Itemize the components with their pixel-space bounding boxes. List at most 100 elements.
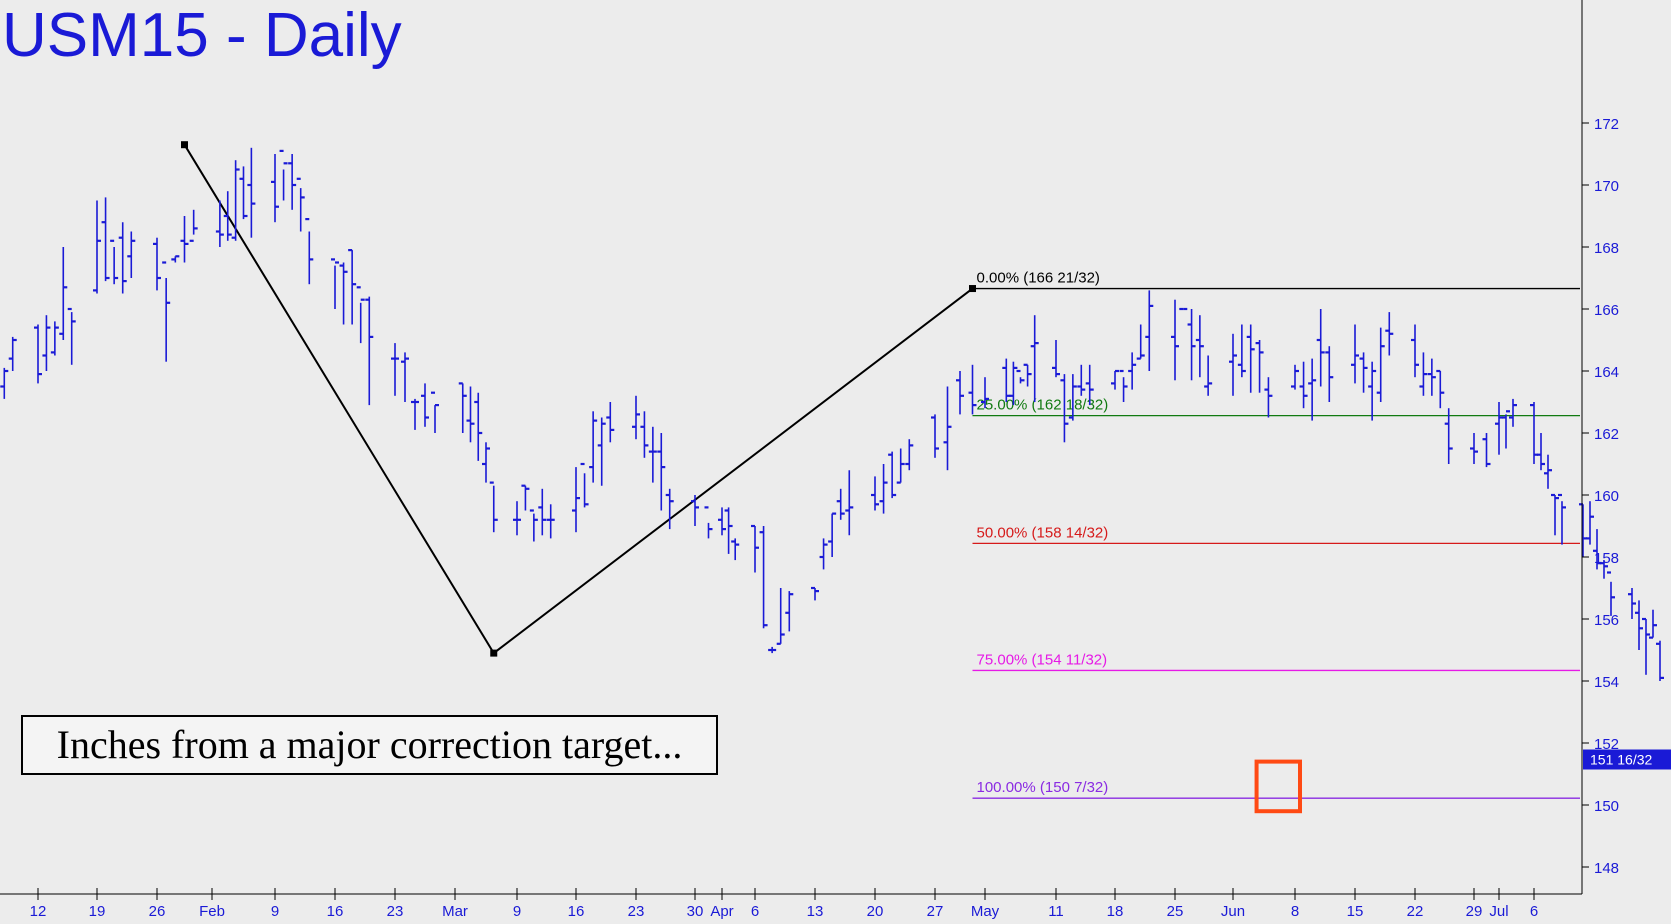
ohlc-bar-13 <box>118 222 127 294</box>
ohlc-bar-12 <box>110 239 119 285</box>
ohlc-bar-110 <box>1291 364 1299 390</box>
ohlc-bar-108 <box>1255 340 1264 393</box>
ohlc-bar-93 <box>1077 364 1086 396</box>
x-tick-label-22: 8 <box>1291 903 1299 920</box>
ohlc-bar-143 <box>1649 609 1657 639</box>
ohlc-bar-100 <box>1171 299 1179 381</box>
x-tick-label-24: 22 <box>1407 903 1424 920</box>
ohlc-bar-129 <box>1509 398 1517 427</box>
ohlc-bar-42 <box>474 392 483 461</box>
ohlc-bar-122 <box>1427 358 1436 396</box>
ohlc-bar-28 <box>296 177 305 232</box>
ohlc-bar-67 <box>768 646 777 654</box>
fib-label-2: 50.00% (158 14/32) <box>977 524 1109 541</box>
zigzag-swing-lines <box>181 141 976 657</box>
ohlc-bar-46 <box>521 484 530 511</box>
ohlc-bar-133 <box>1551 493 1559 536</box>
fib-label-1: 25.00% (162 18/32) <box>977 397 1109 414</box>
ohlc-bar-89 <box>1030 315 1039 402</box>
ohlc-bar-47 <box>529 509 538 542</box>
annotation-box: Inches from a major correction target... <box>21 715 718 775</box>
x-tick-label-17: May <box>971 903 1000 920</box>
ohlc-bar-109 <box>1264 377 1273 418</box>
ohlc-bar-84 <box>981 377 989 409</box>
ohlc-bar-87 <box>1016 369 1025 384</box>
ohlc-bar-140 <box>1628 588 1636 619</box>
y-tick-label-162: 162 <box>1594 426 1619 443</box>
ohlc-bar-132 <box>1544 454 1552 489</box>
ohlc-bar-144 <box>1656 640 1664 681</box>
x-tick-label-15: 20 <box>867 903 884 920</box>
ohlc-bar-56 <box>640 411 649 458</box>
ohlc-bar-125 <box>1470 433 1478 464</box>
x-tick-label-0: 12 <box>30 903 47 920</box>
ohlc-bar-141 <box>1635 600 1643 650</box>
ohlc-bar-57 <box>648 426 657 483</box>
ohlc-bar-65 <box>751 524 759 573</box>
x-tick-label-25: 29 <box>1466 903 1483 920</box>
ohlc-bar-97 <box>1128 352 1137 390</box>
ohlc-bar-19 <box>189 209 198 242</box>
ohlc-bar-64 <box>731 538 740 561</box>
last-price-label: 151 16/32 <box>1590 752 1652 768</box>
fibonacci-retracement-levels: 0.00% (166 21/32) 25.00% (162 18/32) 50.00… <box>972 270 1580 799</box>
ohlc-bar-104 <box>1204 355 1213 396</box>
ohlc-bar-124 <box>1444 408 1453 464</box>
ohlc-bar-142 <box>1642 617 1650 675</box>
ohlc-bar-66 <box>759 526 768 629</box>
x-tick-label-6: 23 <box>387 903 404 920</box>
annotation-text: Inches from a major correction target... <box>56 722 683 767</box>
x-tick-label-11: 30 <box>687 903 704 920</box>
ohlc-bar-15 <box>153 237 161 291</box>
ohlc-bar-135 <box>1579 503 1587 557</box>
zigzag-point-1 <box>490 649 498 657</box>
ohlc-bar-7 <box>50 321 59 356</box>
ohlc-bar-77 <box>888 451 897 499</box>
ohlc-bar-48 <box>538 488 547 536</box>
ohlc-bar-92 <box>1068 374 1077 421</box>
ohlc-bar-83 <box>968 364 977 415</box>
ohlc-bar-88 <box>1023 363 1032 387</box>
ohlc-bar-26 <box>279 149 288 201</box>
y-tick-label-148: 148 <box>1594 860 1619 877</box>
x-tick-label-27: 6 <box>1530 903 1538 920</box>
x-tick-label-26: Jul <box>1489 903 1508 920</box>
ohlc-bar-62 <box>718 507 726 536</box>
ohlc-bar-134 <box>1558 493 1566 545</box>
ohlc-bar-8 <box>59 247 68 340</box>
ohlc-bar-95 <box>1111 369 1119 390</box>
ohlc-bar-138 <box>1600 560 1608 579</box>
ohlc-bar-120 <box>1411 324 1419 378</box>
ohlc-bar-9 <box>67 307 76 365</box>
fib-label-0: 0.00% (166 21/32) <box>977 270 1100 287</box>
ohlc-bar-63 <box>724 507 733 554</box>
x-tick-label-20: 25 <box>1167 903 1184 920</box>
ohlc-bar-113 <box>1316 309 1325 387</box>
y-tick-label-156: 156 <box>1594 612 1619 629</box>
ohlc-bar-31 <box>339 262 348 325</box>
ohlc-bar-40 <box>458 382 467 433</box>
ohlc-bar-106 <box>1237 324 1246 378</box>
zigzag-point-0 <box>181 141 188 149</box>
y-tick-label-158: 158 <box>1594 550 1619 567</box>
ohlc-bar-105 <box>1229 333 1237 396</box>
ohlc-bar-119 <box>1385 312 1394 356</box>
y-tick-label-154: 154 <box>1594 674 1619 691</box>
ohlc-bar-37 <box>411 398 419 430</box>
ohlc-bar-39 <box>431 391 439 433</box>
ohlc-bar-112 <box>1308 358 1317 421</box>
ohlc-bar-68 <box>776 588 785 645</box>
x-tick-label-16: 27 <box>927 903 944 920</box>
ohlc-bar-61 <box>704 506 713 539</box>
ohlc-bar-52 <box>589 411 598 483</box>
ohlc-bar-75 <box>871 476 879 511</box>
ohlc-bar-96 <box>1119 369 1128 402</box>
y-tick-label-164: 164 <box>1594 364 1619 381</box>
ohlc-bar-44 <box>489 481 498 533</box>
ohlc-bar-103 <box>1195 315 1204 378</box>
ohlc-bar-114 <box>1325 346 1334 402</box>
ohlc-bar-128 <box>1502 410 1510 449</box>
ohlc-bar-25 <box>271 154 279 223</box>
ohlc-bar-18 <box>180 216 189 263</box>
